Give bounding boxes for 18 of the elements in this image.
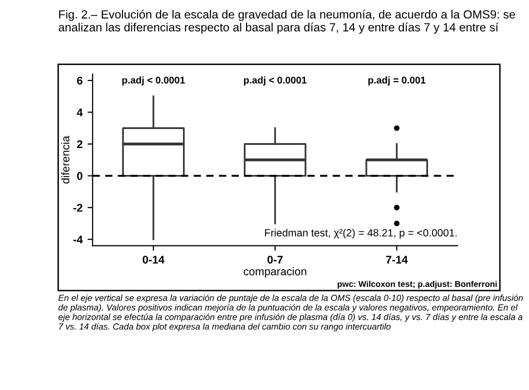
y-tick-label: 6 bbox=[77, 76, 82, 85]
y-tick-label: -4 bbox=[73, 236, 83, 244]
x-tick-label: 7-14 bbox=[386, 256, 408, 264]
y-tick-label: 2 bbox=[77, 140, 82, 148]
y-tick-label: 0 bbox=[77, 172, 82, 180]
annotation: p.adj < 0.0001 bbox=[244, 76, 307, 86]
x-axis-title: comparacion bbox=[244, 267, 306, 278]
x-tick-label: 0-14 bbox=[142, 256, 164, 264]
annotation: Friedman test, χ²(2) = 48.21, p = <0.0001. bbox=[265, 228, 457, 239]
text: En el eje vertical se expresa la variación de puntaje de la escala de la OMS (escala 0-10) respecto al basal (pre infusión de plasma). Valores positivos indican mejoría de la puntuación de la escala y valores negativos, empeoramiento. En el eje horizontal se efectúa la comparación entre pre infusión de plasma (día 0) vs. 14 días, y vs. 7 días y entre la escala a 7 vs. 14 días. Cada box plot expresa la mediana del cambio con su rango intercuartilo bbox=[58, 294, 523, 332]
y-tick-label: -2 bbox=[73, 204, 82, 212]
y-tick-label: 4 bbox=[76, 108, 83, 116]
text: pwc: Wilcoxon test; p.adjust: Bonferroni bbox=[338, 280, 497, 289]
annotation: p.adj < 0.0001 bbox=[122, 76, 185, 86]
chart-title: Fig. 2.– Evolución de la escala de gravedad de la neumonía, de acuerdo a la OMS9: se analizan las diferencias respecto al basal para días 7, 14 y entre días 7 y 14 entre sí bbox=[58, 10, 516, 34]
x-tick-label: 0-7 bbox=[267, 256, 283, 264]
y-axis-title: diferencia bbox=[61, 136, 70, 184]
annotation: p.adj = 0.001 bbox=[368, 76, 426, 86]
